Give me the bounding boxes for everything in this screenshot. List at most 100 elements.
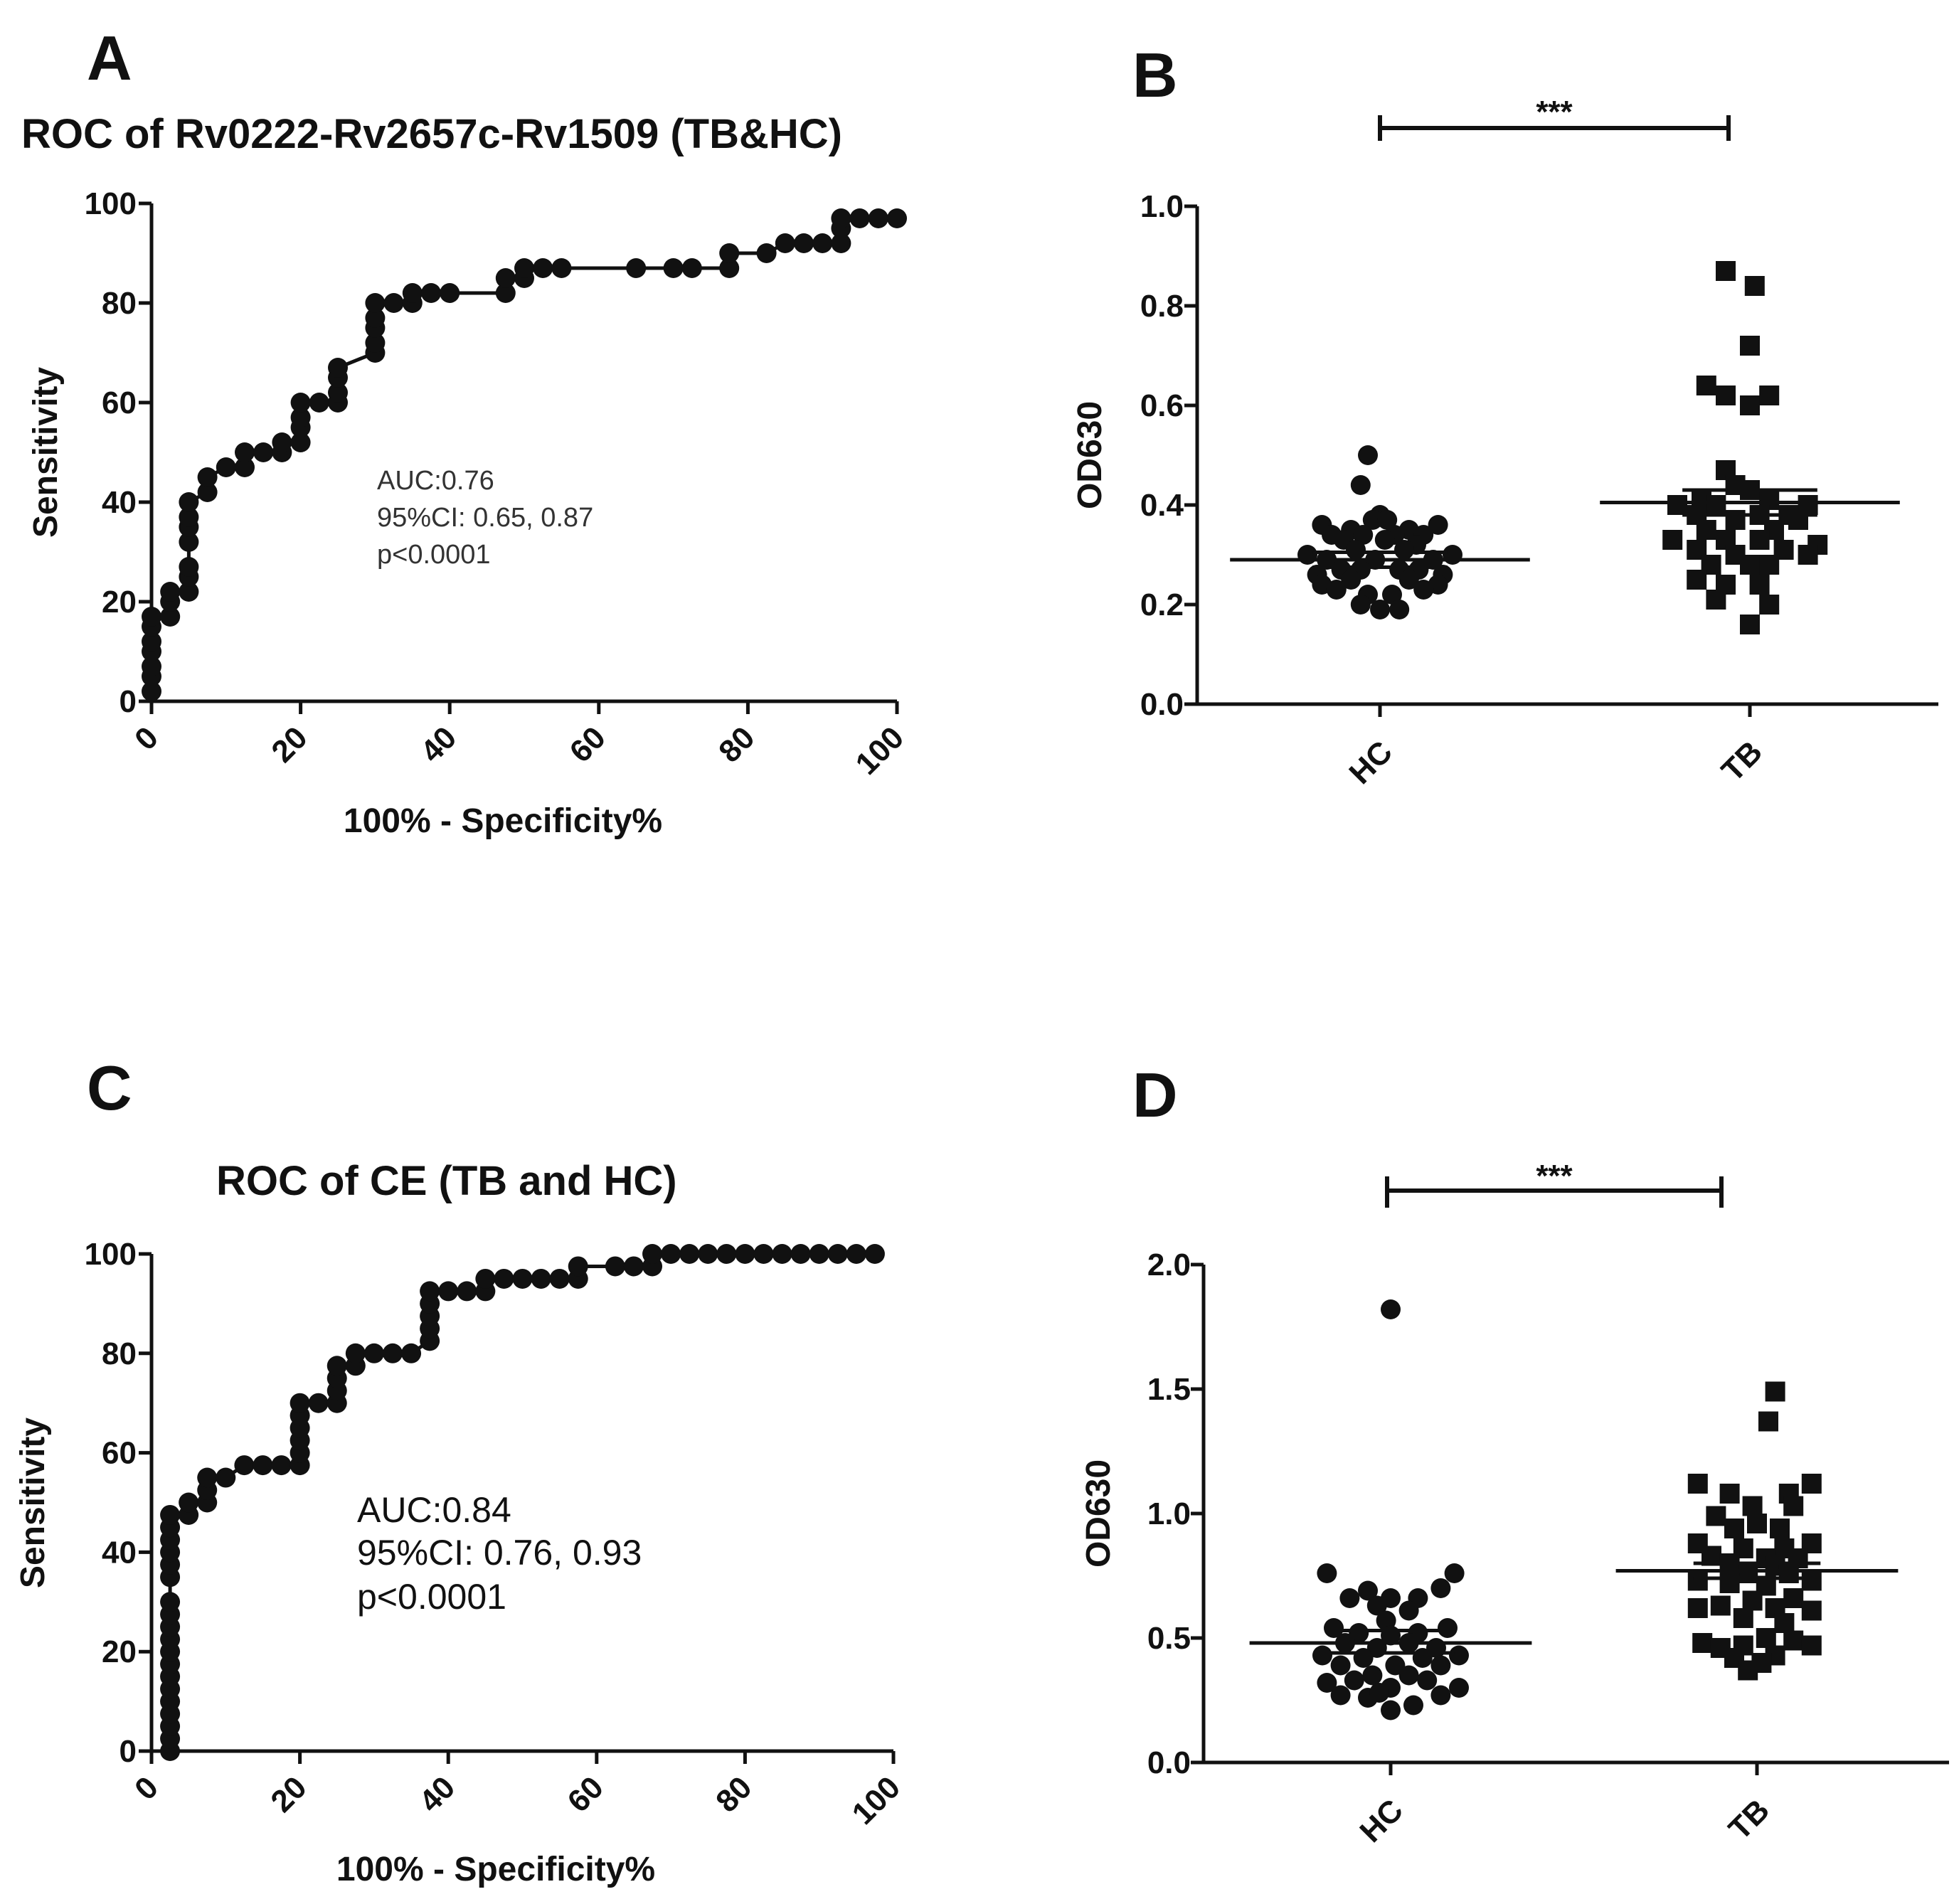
dot-tb xyxy=(1742,1590,1763,1611)
dot-tb xyxy=(1733,1608,1753,1628)
roc-point xyxy=(383,293,404,313)
roc-point xyxy=(642,1244,663,1264)
panel-letter-b: B xyxy=(1132,40,1178,110)
annotation-c-p: p<0.0001 xyxy=(357,1577,506,1617)
dot-tb xyxy=(1759,595,1780,615)
dot-hc xyxy=(1443,545,1462,565)
roc-point xyxy=(756,243,777,263)
roc-point xyxy=(421,283,441,303)
y-tick-label: 80 xyxy=(102,1336,137,1371)
dot-hc xyxy=(1381,1299,1401,1319)
dot-tb xyxy=(1749,530,1770,550)
y-tick-label: 80 xyxy=(102,286,137,321)
dot-tb xyxy=(1783,1588,1804,1608)
dot-tb xyxy=(1696,376,1716,395)
dot-tb xyxy=(1783,1496,1804,1516)
y-tick-label: 40 xyxy=(102,1535,137,1570)
roc-point xyxy=(253,1455,273,1476)
roc-point xyxy=(438,1281,459,1302)
dot-tb xyxy=(1687,1598,1708,1618)
roc-point xyxy=(365,293,386,313)
roc-point xyxy=(512,1268,533,1289)
dot-tb xyxy=(1719,1484,1740,1504)
dot-tb xyxy=(1696,520,1716,540)
roc-point xyxy=(831,208,851,228)
dot-hc xyxy=(1353,1648,1374,1668)
y-tick-label: 0.5 xyxy=(1147,1621,1191,1656)
dot-tb xyxy=(1740,336,1760,356)
dot-hc xyxy=(1398,1665,1419,1686)
dot-hc xyxy=(1369,1683,1389,1703)
dot-hc xyxy=(1412,1648,1433,1668)
roc-point xyxy=(382,1343,403,1363)
dot-tb xyxy=(1783,1630,1804,1651)
dot-hc xyxy=(1358,445,1378,465)
roc-point xyxy=(809,1244,829,1264)
dot-hc xyxy=(1317,1673,1337,1693)
y-axis-label-c: Sensitivity xyxy=(14,1418,52,1588)
roc-point xyxy=(179,557,199,577)
dot-tb xyxy=(1740,395,1760,415)
roc-point xyxy=(846,1244,866,1264)
y-ticks-d: 0.0 0.5 1.0 1.5 2.0 xyxy=(1147,1248,1204,1780)
dot-tb xyxy=(1801,1600,1822,1621)
dot-hc xyxy=(1444,1563,1465,1583)
roc-point xyxy=(272,432,292,452)
dot-hc xyxy=(1398,570,1419,590)
dot-hc xyxy=(1449,1678,1469,1698)
dot-tb xyxy=(1774,1613,1795,1633)
x-tick-label: TB xyxy=(1722,1792,1776,1846)
y-tick-label: 0.0 xyxy=(1147,1745,1191,1780)
roc-point xyxy=(290,408,311,427)
y-tick-label: 0 xyxy=(120,684,137,719)
y-tick-label: 60 xyxy=(102,1436,137,1471)
dot-tb xyxy=(1716,261,1736,281)
roc-point xyxy=(531,1268,551,1289)
dot-tb xyxy=(1725,510,1746,530)
panel-letter-a: A xyxy=(87,23,132,93)
dot-hc xyxy=(1417,1670,1438,1691)
dot-hc xyxy=(1346,540,1366,560)
roc-point xyxy=(160,1592,181,1612)
dot-tb xyxy=(1740,615,1760,634)
dot-tb xyxy=(1687,570,1707,590)
roc-point xyxy=(142,656,161,676)
y-tick-label: 0.4 xyxy=(1140,488,1184,523)
dot-hc xyxy=(1430,1685,1451,1706)
dot-tb xyxy=(1801,1474,1822,1494)
y-tick-label: 2.0 xyxy=(1147,1248,1191,1282)
roc-point xyxy=(790,1244,811,1264)
x-tick-label: 0 xyxy=(128,720,165,757)
roc-point xyxy=(197,1467,218,1488)
y-tick-label: 1.0 xyxy=(1140,189,1184,224)
dot-tb xyxy=(1788,510,1808,530)
roc-point xyxy=(235,457,255,477)
roc-point xyxy=(216,457,236,477)
dot-tb xyxy=(1756,1628,1776,1648)
roc-point xyxy=(179,582,199,602)
x-tick-label: 60 xyxy=(563,720,612,769)
dot-hc xyxy=(1438,1618,1458,1638)
dot-hc xyxy=(1350,475,1371,495)
dot-hc xyxy=(1430,1578,1451,1598)
dot-tb xyxy=(1706,1506,1726,1526)
dot-tb xyxy=(1692,1633,1713,1653)
roc-point xyxy=(549,1268,570,1289)
dot-tb xyxy=(1759,555,1780,575)
y-tick-label: 40 xyxy=(102,485,137,520)
x-ticks-b: HC TB xyxy=(1342,704,1769,791)
roc-point xyxy=(679,1244,700,1264)
roc-point xyxy=(420,1281,440,1302)
roc-point xyxy=(160,1504,181,1525)
significance-label-d: *** xyxy=(1536,1159,1573,1193)
dot-hc xyxy=(1377,510,1398,530)
roc-point xyxy=(197,467,218,487)
roc-point xyxy=(551,258,572,278)
roc-point xyxy=(772,1244,792,1264)
y-axis-label-b: OD630 xyxy=(1071,401,1109,509)
panel-letter-c: C xyxy=(87,1053,132,1123)
y-tick-label: 1.5 xyxy=(1147,1372,1191,1407)
roc-point xyxy=(179,507,199,527)
y-tick-label: 100 xyxy=(85,186,137,221)
dot-hc xyxy=(1382,585,1402,605)
